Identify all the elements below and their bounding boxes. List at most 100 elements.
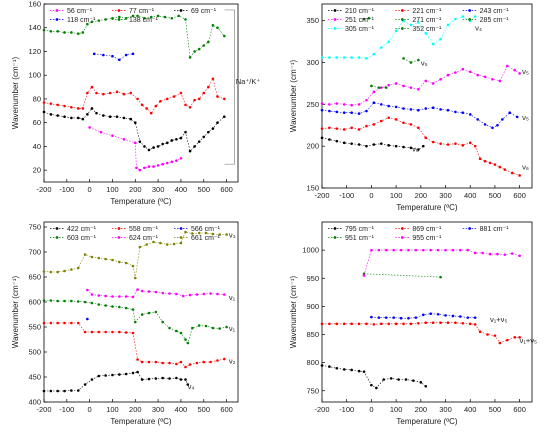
data-point [320,56,324,59]
data-point [362,274,366,277]
data-point [111,54,114,58]
data-point [372,143,376,146]
series-line [44,322,225,368]
data-point [86,317,89,321]
data-point [143,145,146,148]
x-tick-label: 0 [88,405,92,414]
data-point [454,17,457,21]
data-point [122,116,126,120]
chart-panel-bottom-right: -200 -100 0 100 200 300 400 500 600 750 800 850 900 9… [289,221,537,426]
data-point [131,14,135,18]
x-tick-label: 600 [513,405,526,414]
data-point [154,310,158,314]
series-line [44,371,189,392]
data-point [417,148,420,151]
data-point [175,292,178,296]
data-point [402,107,405,110]
annotation-label: ν₃ [229,231,236,240]
legend-label: 558 cm⁻¹ [129,226,159,233]
data-point [170,16,174,20]
data-point [483,123,487,126]
data-point [133,121,137,124]
data-point [518,254,521,258]
data-point [350,111,353,115]
data-point [179,156,183,160]
data-point [417,21,420,24]
x-tick-label: 0 [88,185,92,194]
data-point [133,141,137,145]
data-point [225,325,228,329]
legend-label: 951 cm⁻¹ [345,235,375,242]
data-point [131,264,135,268]
data-point [384,248,388,252]
data-point [496,123,499,127]
legend-marker [333,236,337,239]
data-point [111,305,114,308]
data-point [372,90,376,94]
data-point [147,165,151,168]
plot-frame [321,3,533,189]
x-tick-label: 500 [198,185,211,194]
data-point [223,293,226,296]
y-tick-label: 500 [28,348,41,357]
data-point [143,166,146,170]
data-point [76,321,80,325]
data-point [42,28,46,32]
data-point [466,316,470,319]
data-point [156,14,160,18]
data-point [175,159,178,162]
x-tick-label: 500 [489,191,502,200]
data-point [402,84,405,88]
data-point [402,57,405,60]
legend-marker [117,18,121,21]
data-point [154,377,158,380]
x-tick-label: 400 [464,191,477,200]
x-tick-label: -200 [314,405,329,414]
data-point [223,97,226,101]
data-point [118,295,121,298]
data-point [459,315,462,318]
annotation-label: ν₂ [229,357,236,366]
y-tick-label: 700 [28,248,41,257]
data-point [335,366,339,370]
data-point [63,321,66,325]
data-point [466,248,470,252]
y-tick-label: 750 [28,223,41,232]
data-point [70,31,73,34]
data-point [49,389,53,393]
data-point [505,64,509,68]
series-0 [42,370,190,393]
series-3 [362,272,442,279]
annotation-label: ν₁ [229,293,236,302]
data-point [372,123,376,126]
data-point [439,275,442,279]
data-point [496,252,499,256]
data-point [207,85,210,89]
x-tick-label: 500 [198,405,211,414]
legend-label: 210 cm⁻¹ [345,8,375,15]
annotation-label: ν₅ [522,113,529,122]
annotation-label: Na⁺/K⁺ [236,77,261,86]
data-point [387,83,391,87]
data-point [481,251,484,255]
data-point [131,308,135,311]
data-point [476,118,479,121]
legend-marker [468,18,472,21]
data-point [42,101,46,104]
data-point [86,22,89,26]
data-point [175,376,178,380]
data-point [161,162,164,166]
data-point [179,331,183,335]
data-point [124,53,128,57]
data-point [163,15,167,19]
data-point [394,105,398,109]
data-point [342,56,346,59]
data-point [389,377,393,380]
data-point [335,322,339,326]
data-point [379,119,383,123]
data-point [191,232,194,235]
x-tick-label: -200 [314,191,329,200]
data-point [377,86,381,89]
data-point [90,378,94,381]
